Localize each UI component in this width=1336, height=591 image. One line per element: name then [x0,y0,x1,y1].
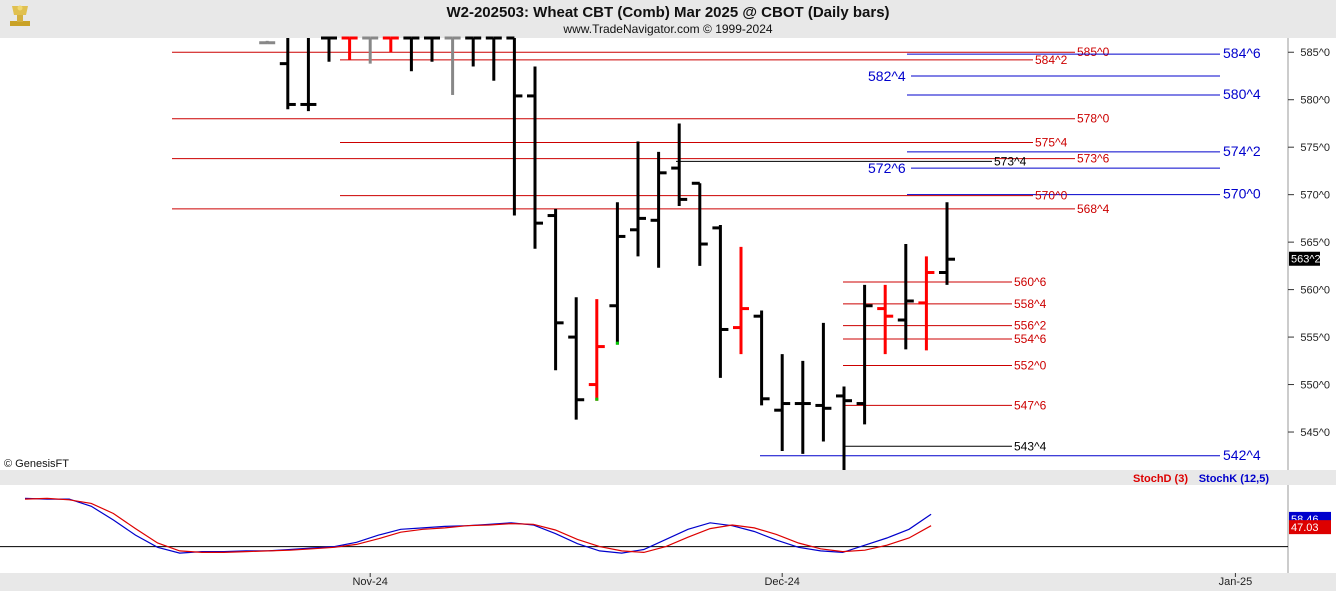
last-price-box [1289,251,1320,266]
price-bar [918,256,935,351]
price-axis: 585^0 580^0 575^0 570^0 565^0 560^0 555^0 550^0… [1288,47,1330,439]
price-bar [897,244,914,350]
price-bar [568,297,585,420]
last-price-label: 563^2 [1291,254,1321,266]
price-bar [547,208,564,371]
level-label: 558^4 [1014,297,1047,311]
price-bar [753,310,770,406]
price-bar [650,151,667,268]
price-bar [588,299,605,401]
x-tick-label: Jan-25 [1219,576,1253,588]
level-label: 570^0 [1035,189,1068,203]
stochd-value: 47.03 [1291,522,1319,534]
price-bar [382,36,399,53]
price-bar [671,123,688,207]
price-panel[interactable] [0,38,1288,470]
price-bar [939,202,955,285]
level-label: 572^6 [868,160,906,176]
level-label: 584^2 [1035,53,1068,67]
price-bar [527,66,543,249]
chart-subtitle: www.TradeNavigator.com © 1999-2024 [562,22,772,36]
stochd-line [24,497,932,554]
y-tick-label: 575^0 [1300,142,1330,154]
level-label: 547^6 [1014,398,1047,412]
level-label: 560^6 [1014,275,1047,289]
last-price-marker: 563^2 [1289,251,1321,266]
level-label: 578^0 [1077,112,1110,126]
price-bar [877,284,894,355]
price-bar [733,246,749,355]
level-label: 585^0 [1077,45,1110,59]
level-label: 575^4 [1035,135,1068,149]
price-bar [279,38,296,110]
price-bar [300,38,317,112]
level-label: 574^2 [1223,143,1261,159]
level-label: 568^4 [1077,202,1110,216]
y-tick-label: 545^0 [1300,427,1330,439]
price-bar [815,322,832,442]
price-bar [691,181,708,266]
level-label: 554^6 [1014,332,1047,346]
level-label: 556^2 [1014,319,1047,333]
price-bar [321,36,337,62]
y-tick-label: 550^0 [1300,380,1330,392]
price-bar [836,386,852,470]
level-label: 573^6 [1077,152,1110,166]
price-bar [424,36,440,62]
price-bar [485,36,502,81]
level-label: 584^6 [1223,45,1261,61]
price-bar [444,36,461,95]
price-bar [712,225,729,378]
legend-stochk: StochK (12,5) [1199,473,1270,485]
y-tick-label: 555^0 [1300,332,1330,344]
price-bar [259,40,276,45]
price-bar [341,36,358,60]
level-label: 582^4 [868,68,906,84]
level-label: 580^4 [1223,86,1261,102]
level-label: 552^0 [1014,359,1047,373]
price-bar [856,284,873,425]
level-label: 542^4 [1223,447,1261,463]
stochd-value-box [1289,520,1331,535]
logo [10,5,30,26]
price-bar [630,141,646,257]
level-label: 573^4 [994,154,1027,168]
time-axis [0,573,1336,591]
level-label: 570^0 [1223,186,1261,202]
price-bar [774,354,791,452]
price-bar [362,36,379,64]
y-tick-label: 580^0 [1300,95,1330,107]
y-tick-label: 585^0 [1300,47,1330,59]
y-tick-label: 570^0 [1300,190,1330,202]
y-tick-label: 560^0 [1300,285,1330,297]
y-tick-label: 565^0 [1300,237,1330,249]
time-axis-labels: Nov-24 Dec-24 Jan-25 [352,573,1252,588]
level-label: 543^4 [1014,439,1047,453]
x-tick-label: Nov-24 [352,576,387,588]
price-bars [259,36,955,470]
price-bar [506,36,523,216]
legend-stochd: StochD (3) [1133,473,1188,485]
price-bar [403,36,420,72]
price-bar [794,360,811,454]
watermark: © GenesisFT [4,458,69,470]
level-lines: 585^0 584^6 584^2 582^4 580^4 578^0 575^4 574^2… [172,45,1261,463]
chart-title: W2-202503: Wheat CBT (Comb) Mar 2025 @ C… [446,4,889,21]
trophy-icon [10,5,30,26]
price-bar [465,36,482,67]
stoch-panel[interactable] [0,485,1288,573]
x-tick-label: Dec-24 [764,576,799,588]
price-bar [609,202,626,345]
